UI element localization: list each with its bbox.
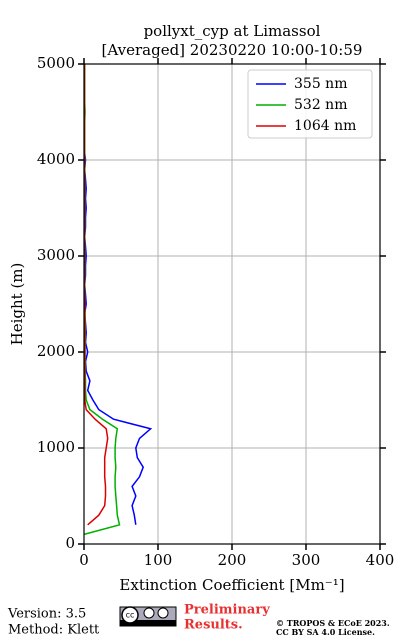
y-tick-label: 4000 xyxy=(37,150,75,168)
profile-line xyxy=(83,64,121,536)
x-tick-label: 400 xyxy=(366,551,395,569)
copyright: © TROPOS & ECoE 2023. xyxy=(276,618,390,628)
x-tick-label: 0 xyxy=(79,551,89,569)
status: Results. xyxy=(184,618,243,633)
legend-box xyxy=(247,69,373,139)
x-axis-label: Extinction Coefficient [Mm⁻¹] xyxy=(119,576,344,594)
method: Method: Klett xyxy=(8,623,100,638)
chart-title: pollyxt_cyp at Limassol xyxy=(144,22,321,40)
plot-frame xyxy=(83,63,381,545)
cc-icon: cc xyxy=(119,606,177,627)
svg-text:cc: cc xyxy=(126,611,135,620)
version: Version: 3.5 xyxy=(7,607,86,622)
legend-label: 355 nm xyxy=(294,76,347,92)
y-tick-label: 3000 xyxy=(37,246,75,264)
license: CC BY SA 4.0 License. xyxy=(276,627,375,637)
y-tick-label: 5000 xyxy=(37,54,75,72)
chart-subtitle: [Averaged] 20230220 10:00-10:59 xyxy=(102,41,363,59)
status: Preliminary xyxy=(184,603,270,618)
profile-line xyxy=(83,64,109,526)
x-tick-label: 100 xyxy=(144,551,173,569)
x-tick-label: 200 xyxy=(218,551,247,569)
y-tick-label: 2000 xyxy=(37,342,75,360)
profile-line xyxy=(83,64,153,525)
y-tick-label: 0 xyxy=(65,534,75,552)
y-axis-label: Height (m) xyxy=(8,263,26,346)
legend-label: 532 nm xyxy=(294,97,347,113)
legend-label: 1064 nm xyxy=(294,118,356,134)
x-tick-label: 300 xyxy=(292,551,321,569)
y-tick-label: 1000 xyxy=(37,438,75,456)
